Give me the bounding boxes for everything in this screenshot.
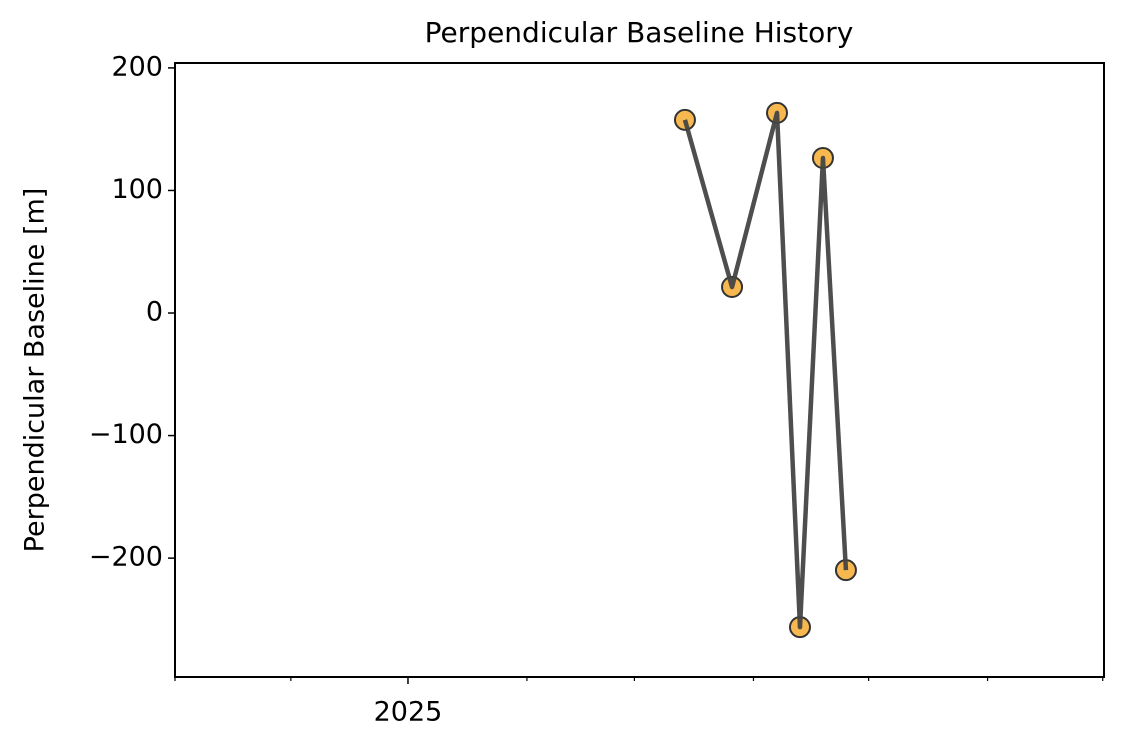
data-line [682,110,849,630]
y-tick-label: −100 [89,419,163,450]
y-tick-label: 200 [111,51,163,82]
y-tick-label: 100 [111,174,163,205]
y-tick-label: 0 [146,297,163,328]
plot-frame [174,62,1105,678]
chart-title: Perpendicular Baseline History [425,16,854,49]
y-tick-label: −200 [89,542,163,573]
y-axis-label: Perpendicular Baseline [m] [20,188,51,553]
x-tick-label: 2025 [374,697,443,728]
